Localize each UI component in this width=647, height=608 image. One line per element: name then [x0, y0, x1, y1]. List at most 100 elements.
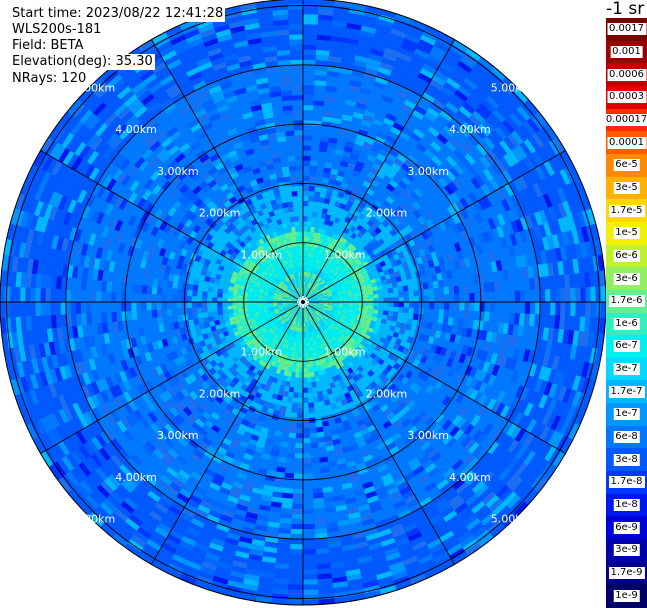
range-gate-cell: [303, 85, 315, 90]
range-gate-cell: [281, 437, 289, 443]
range-gate-cell: [294, 382, 299, 387]
range-gate-cell: [313, 493, 324, 499]
range-gate-cell: [303, 368, 307, 373]
range-gate-cell: [423, 282, 429, 289]
range-gate-cell: [310, 438, 318, 444]
range-gate-cell: [303, 55, 316, 60]
range-gate-cell: [403, 291, 409, 297]
range-gate-cell: [311, 141, 320, 147]
range-gate-cell: [394, 297, 399, 302]
range-gate-cell: [293, 489, 303, 494]
range-gate-cell: [520, 290, 525, 302]
range-gate-cell: [303, 186, 309, 191]
range-gate-cell: [290, 529, 303, 534]
range-gate-cell: [317, 166, 325, 172]
range-gate-cell: [303, 403, 309, 408]
range-gate-cell: [279, 523, 292, 529]
range-gate-cell: [303, 489, 313, 494]
range-gate-cell: [428, 282, 434, 290]
range-gate-cell: [280, 508, 292, 514]
range-gate-cell: [555, 289, 560, 303]
range-gate-cell: [298, 383, 303, 388]
range-gate-cell: [288, 579, 303, 585]
range-gate-cell: [287, 595, 303, 601]
range-gate-cell: [484, 283, 490, 293]
range-gate-cell: [314, 192, 321, 198]
range-gate-cell: [314, 197, 320, 203]
range-gate-cell: [295, 443, 303, 448]
range-gate-cell: [544, 276, 550, 290]
range-gate-cell: [303, 130, 312, 135]
range-gate-cell: [314, 513, 326, 519]
range-gate-cell: [469, 302, 474, 311]
range-gate-cell: [294, 377, 299, 382]
range-gate-cell: [303, 569, 318, 574]
range-gate-cell: [398, 291, 404, 297]
range-gate-cell: [424, 302, 429, 309]
range-gate-cell: [303, 176, 310, 181]
range-gate-cell: [374, 302, 379, 306]
range-gate-cell: [303, 453, 312, 458]
range-gate-cell: [313, 115, 323, 121]
range-gate-cell: [413, 284, 419, 291]
range-gate-cell: [484, 312, 490, 322]
range-gate-cell: [464, 302, 469, 311]
range-gate-cell: [303, 443, 311, 448]
range-gate-cell: [449, 286, 455, 294]
range-gate-cell: [303, 226, 307, 231]
range-gate-cell: [399, 297, 404, 303]
range-gate-cell: [303, 438, 311, 443]
range-gate-cell: [398, 307, 404, 313]
range-gate-cell: [299, 368, 303, 373]
range-gate-cell: [525, 290, 530, 302]
range-gate-cell: [504, 280, 510, 291]
range-gate-cell: [303, 388, 308, 393]
range-gate-cell: [303, 75, 315, 80]
range-gate-cell: [489, 312, 495, 323]
range-gate-cell: [409, 290, 415, 296]
range-gate-cell: [303, 514, 315, 519]
range-gate-cell: [303, 4, 319, 9]
range-gate-cell: [310, 433, 318, 439]
range-gate-cell: [303, 24, 318, 29]
range-gate-cell: [289, 433, 297, 439]
range-gate-cell: [540, 302, 545, 315]
range-gate-cell: [280, 513, 292, 519]
range-gate-cell: [290, 544, 303, 550]
range-gate-cell: [302, 579, 317, 584]
range-gate-cell: [290, 423, 297, 429]
range-gate-cell: [289, 549, 303, 554]
range-gate-cell: [312, 483, 322, 489]
range-gate-cell: [439, 309, 445, 317]
range-gate-cell: [303, 413, 309, 418]
range-gate-cell: [303, 60, 316, 65]
range-gate-cell: [434, 288, 440, 296]
range-gate-cell: [283, 422, 290, 428]
range-gate-cell: [303, 241, 306, 246]
range-gate-cell: [409, 302, 414, 308]
range-gate-cell: [312, 126, 322, 132]
range-gate-cell: [424, 308, 430, 315]
range-gate-cell: [303, 90, 315, 95]
range-gate-cell: [296, 433, 303, 438]
range-gate-cell: [596, 302, 602, 318]
range-gate-cell: [307, 226, 311, 231]
range-gate-cell: [309, 423, 316, 429]
range-gate-cell: [303, 196, 309, 201]
range-gate-cell: [596, 286, 601, 302]
range-gate-cell: [281, 432, 289, 438]
range-gate-cell: [303, 246, 306, 251]
range-gate-cell: [303, 468, 312, 473]
range-gate-cell: [313, 503, 324, 509]
range-gate-cell: [303, 519, 315, 524]
range-gate-cell: [580, 287, 585, 302]
range-gate-cell: [287, 397, 293, 403]
range-gate-cell: [560, 288, 565, 302]
range-gate-cell: [303, 549, 317, 554]
range-gate-cell: [315, 422, 322, 428]
range-gate-cell: [368, 295, 373, 299]
range-gate-cell: [303, 105, 314, 110]
range-gate-cell: [454, 286, 460, 295]
range-gate-cell: [449, 310, 455, 318]
range-gate-cell: [315, 75, 328, 81]
